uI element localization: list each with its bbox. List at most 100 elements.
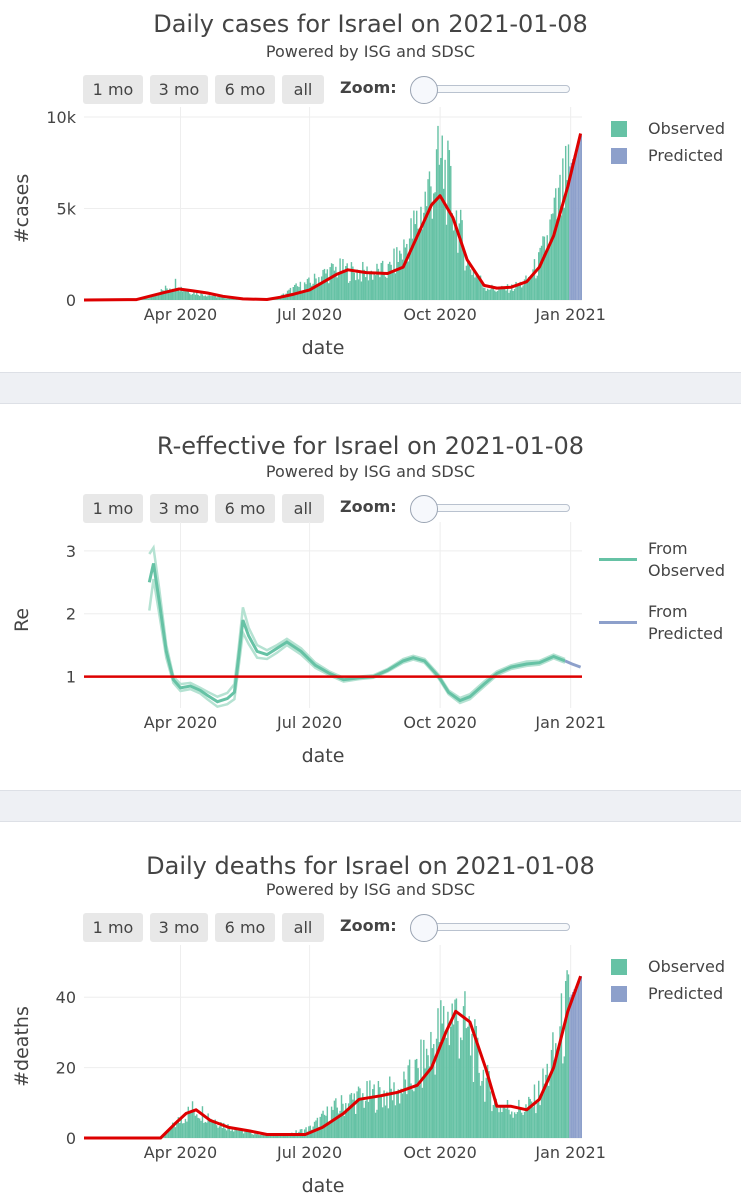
observed-bar bbox=[251, 1134, 253, 1138]
observed-bar bbox=[546, 1063, 548, 1138]
range-button-3mo[interactable]: 3 mo bbox=[150, 913, 208, 942]
observed-bar bbox=[486, 1064, 489, 1138]
legend-swatch-from-observed[interactable] bbox=[599, 558, 637, 561]
zoom-slider-handle[interactable] bbox=[410, 914, 438, 942]
observed-bar bbox=[387, 263, 390, 300]
observed-bar bbox=[197, 1117, 199, 1138]
range-button-6mo[interactable]: 6 mo bbox=[215, 913, 275, 942]
observed-bar bbox=[417, 1068, 419, 1138]
observed-bar bbox=[440, 157, 442, 300]
observed-bar bbox=[162, 290, 164, 300]
range-button-6mo[interactable]: 6 mo bbox=[215, 494, 275, 523]
observed-bar bbox=[167, 290, 170, 300]
observed-bar bbox=[278, 1134, 280, 1138]
range-button-3mo[interactable]: 3 mo bbox=[150, 494, 208, 523]
observed-bar bbox=[261, 1133, 263, 1138]
observed-bar bbox=[461, 220, 463, 300]
observed-bar bbox=[319, 282, 321, 300]
legend-label-observed[interactable]: Observed bbox=[648, 957, 725, 976]
observed-bar bbox=[353, 1093, 355, 1138]
observed-bar bbox=[206, 296, 208, 300]
observed-bar bbox=[248, 1131, 250, 1138]
observed-bar bbox=[502, 1106, 504, 1138]
observed-bar bbox=[301, 291, 303, 300]
legend-label-from-observed[interactable]: From Observed bbox=[648, 539, 725, 580]
range-button-all[interactable]: all bbox=[282, 75, 324, 104]
observed-bar bbox=[238, 1130, 241, 1138]
observed-bar bbox=[235, 1129, 238, 1138]
observed-bar bbox=[295, 283, 297, 300]
observed-bar bbox=[171, 288, 174, 300]
observed-bar bbox=[400, 253, 402, 300]
observed-bar bbox=[374, 275, 377, 300]
observed-bar bbox=[227, 297, 229, 300]
observed-bar bbox=[454, 224, 456, 300]
legend-label-from-predicted[interactable]: From Predicted bbox=[648, 602, 724, 643]
legend-label-observed[interactable]: Observed bbox=[648, 119, 725, 138]
predicted-bar bbox=[579, 139, 581, 300]
observed-bar bbox=[481, 283, 483, 300]
observed-bar bbox=[153, 295, 155, 300]
legend-label-predicted[interactable]: Predicted bbox=[648, 984, 724, 1003]
predicted-bar bbox=[577, 144, 580, 300]
range-button-all[interactable]: all bbox=[282, 913, 324, 942]
range-button-1mo[interactable]: 1 mo bbox=[83, 913, 143, 942]
observed-bar bbox=[458, 223, 460, 300]
observed-bar bbox=[376, 263, 378, 300]
observed-bar bbox=[411, 1089, 414, 1138]
range-button-3mo[interactable]: 3 mo bbox=[150, 75, 208, 104]
observed-bar bbox=[389, 1076, 391, 1138]
legend-swatch-observed[interactable] bbox=[611, 121, 627, 137]
zoom-slider-handle[interactable] bbox=[410, 495, 438, 523]
legend-swatch-from-predicted[interactable] bbox=[599, 621, 637, 624]
observed-bar bbox=[394, 273, 397, 300]
observed-bar bbox=[204, 1121, 207, 1138]
observed-bar bbox=[177, 290, 180, 300]
observed-bar bbox=[501, 285, 503, 300]
observed-bar bbox=[353, 272, 355, 300]
observed-bar bbox=[275, 1134, 277, 1138]
observed-bar bbox=[438, 164, 441, 300]
zoom-label: Zoom: bbox=[340, 497, 397, 516]
observed-bar bbox=[505, 1108, 507, 1138]
legend-swatch-predicted[interactable] bbox=[611, 986, 627, 1002]
y-tick-label: 2 bbox=[66, 605, 76, 624]
observed-bar bbox=[535, 1113, 537, 1138]
legend-swatch-predicted[interactable] bbox=[611, 148, 627, 164]
observed-bar bbox=[552, 1032, 554, 1138]
observed-bar bbox=[501, 1112, 503, 1138]
observed-bar bbox=[157, 294, 160, 300]
observed-bar bbox=[379, 1087, 381, 1138]
observed-bar bbox=[364, 1100, 367, 1138]
range-button-1mo[interactable]: 1 mo bbox=[83, 494, 143, 523]
legend-label-predicted[interactable]: Predicted bbox=[648, 146, 724, 165]
observed-bar bbox=[370, 270, 373, 300]
observed-bar bbox=[196, 1114, 198, 1138]
observed-bar bbox=[350, 1092, 353, 1138]
observed-bar bbox=[484, 1101, 486, 1138]
observed-bar bbox=[440, 1000, 442, 1138]
legend-swatch-observed[interactable] bbox=[611, 959, 627, 975]
observed-bar bbox=[462, 246, 465, 300]
range-button-1mo[interactable]: 1 mo bbox=[83, 75, 143, 104]
observed-bar bbox=[536, 1103, 539, 1138]
observed-bar bbox=[369, 1080, 371, 1138]
observed-bar bbox=[362, 1093, 364, 1138]
observed-bar bbox=[472, 1081, 475, 1138]
observed-bar bbox=[225, 1130, 228, 1138]
range-button-6mo[interactable]: 6 mo bbox=[215, 75, 275, 104]
range-button-all[interactable]: all bbox=[282, 494, 324, 523]
zoom-slider-handle[interactable] bbox=[410, 76, 438, 104]
predicted-bar bbox=[580, 976, 582, 1138]
observed-bar bbox=[312, 283, 314, 300]
observed-bar bbox=[208, 1120, 211, 1138]
observed-bar bbox=[337, 1113, 340, 1138]
observed-bar bbox=[418, 1085, 421, 1138]
observed-bar bbox=[397, 261, 399, 300]
observed-bar bbox=[532, 269, 534, 300]
observed-bar bbox=[545, 250, 547, 300]
observed-bar bbox=[428, 1066, 431, 1138]
cases-panel: Daily cases for Israel on 2021-01-08 Pow… bbox=[0, 0, 741, 372]
observed-bar bbox=[345, 1103, 347, 1138]
observed-bar bbox=[430, 186, 432, 300]
